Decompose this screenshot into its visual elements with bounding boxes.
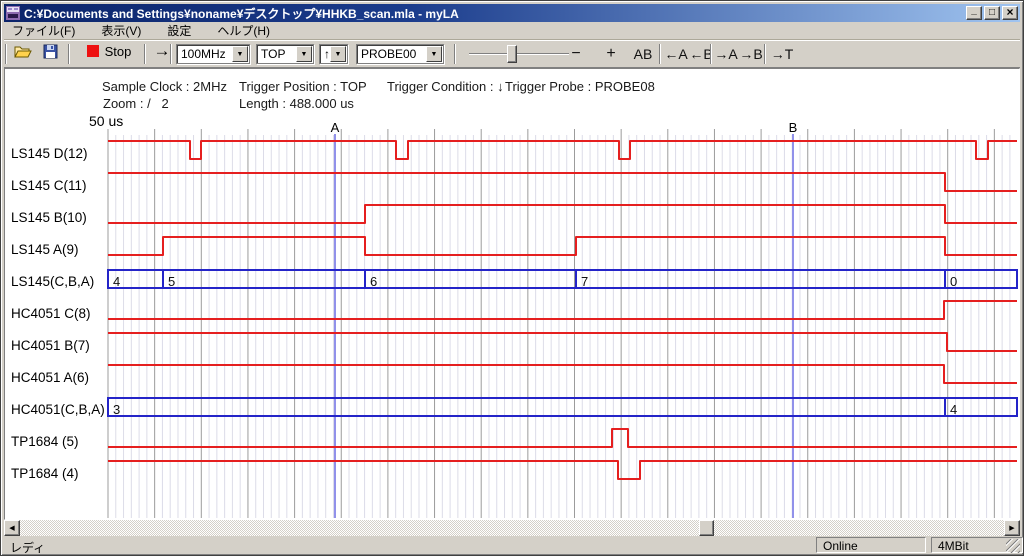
chevron-down-icon[interactable]: ▼ [296, 46, 312, 62]
scroll-left-icon: ◀ [9, 525, 15, 532]
toolbar: Stop → 100MHz ▼ TOP ▼ ↑ ▼ PROBE00 ▼ − + … [4, 40, 1020, 68]
toolbar-separator [68, 44, 70, 64]
minimize-button[interactable]: _ [966, 6, 982, 20]
floppy-disk-icon [43, 44, 57, 58]
waveform-view[interactable]: Sample Clock : 2MHz Trigger Position : T… [4, 68, 1020, 520]
maximize-button[interactable]: □ [984, 6, 1000, 20]
trigger-position-value: TOP [261, 47, 286, 61]
app-icon [6, 6, 20, 20]
trigger-condition-info: Trigger Condition : ↓ [387, 79, 504, 94]
zoom-slider-track[interactable] [469, 53, 569, 55]
status-online-badge: Online [816, 537, 926, 553]
window-title: C:¥Documents and Settings¥noname¥デスクトップ¥… [24, 6, 459, 21]
zoom-ab-button[interactable]: AB [633, 46, 653, 62]
toolbar-separator [764, 44, 766, 64]
save-button[interactable] [39, 40, 61, 62]
scrollbar-thumb[interactable] [699, 520, 714, 536]
zoom-in-button[interactable]: + [606, 45, 616, 62]
menu-view[interactable]: 表示(V) [101, 24, 142, 38]
status-memory-badge: 4MBit [931, 537, 1023, 553]
set-cursor-a-button[interactable]: →A [714, 46, 738, 62]
probe-combo[interactable]: PROBE00 ▼ [356, 44, 444, 64]
chevron-down-icon[interactable]: ▼ [232, 46, 248, 62]
menu-bar: ファイル(F) 表示(V) 設定 ヘルプ(H) [4, 22, 1020, 40]
toolbar-gripper [5, 44, 7, 64]
horizontal-scrollbar[interactable]: ◀ ▶ [4, 520, 1020, 536]
close-button[interactable]: × [1002, 6, 1018, 20]
trigger-edge-value: ↑ [324, 47, 330, 61]
stop-label: Stop [104, 43, 132, 59]
toolbar-separator [454, 44, 456, 64]
run-arrow-icon: → [153, 41, 171, 60]
title-bar: C:¥Documents and Settings¥noname¥デスクトップ¥… [4, 4, 1020, 22]
status-bar: レディ Online 4MBit [4, 537, 1023, 555]
toolbar-separator [170, 44, 172, 64]
menu-file[interactable]: ファイル(F) [12, 24, 76, 38]
toolbar-separator [710, 44, 712, 64]
trigger-position-combo[interactable]: TOP ▼ [256, 44, 314, 64]
open-button[interactable] [12, 40, 34, 62]
menu-settings[interactable]: 設定 [167, 24, 192, 38]
trigger-probe-info: Trigger Probe : PROBE08 [505, 79, 655, 94]
toolbar-separator [659, 44, 661, 64]
goto-cursor-b-button[interactable]: ←B [689, 46, 713, 62]
menu-help[interactable]: ヘルプ(H) [217, 24, 271, 38]
scroll-right-button[interactable]: ▶ [1004, 520, 1020, 536]
trigger-edge-combo[interactable]: ↑ ▼ [319, 44, 348, 64]
run-button[interactable]: → [150, 40, 174, 62]
trigger-position-info: Trigger Position : TOP [239, 79, 367, 94]
toolbar-separator [144, 44, 146, 64]
length-info: Length : 488.000 us [239, 96, 354, 111]
resize-grip[interactable] [1006, 539, 1020, 553]
sample-clock-combo[interactable]: 100MHz ▼ [176, 44, 250, 64]
scroll-right-icon: ▶ [1009, 525, 1015, 532]
sample-clock-info: Sample Clock : 2MHz [102, 79, 227, 94]
chevron-down-icon[interactable]: ▼ [330, 46, 346, 62]
chevron-down-icon[interactable]: ▼ [426, 46, 442, 62]
sample-clock-value: 100MHz [181, 47, 226, 61]
stop-button[interactable]: Stop [80, 40, 138, 62]
goto-trigger-button[interactable]: →T [770, 46, 794, 62]
goto-cursor-a-button[interactable]: ←A [664, 46, 688, 62]
probe-value: PROBE00 [361, 47, 417, 61]
stop-square-icon [86, 45, 99, 57]
zoom-out-button[interactable]: − [571, 45, 581, 62]
scroll-left-button[interactable]: ◀ [4, 520, 20, 536]
zoom-info: Zoom : / 2 [103, 96, 169, 111]
status-ready-text: レディ [10, 541, 46, 555]
open-folder-icon [14, 46, 32, 57]
set-cursor-b-button[interactable]: →B [739, 46, 763, 62]
zoom-slider-thumb[interactable] [507, 45, 517, 63]
